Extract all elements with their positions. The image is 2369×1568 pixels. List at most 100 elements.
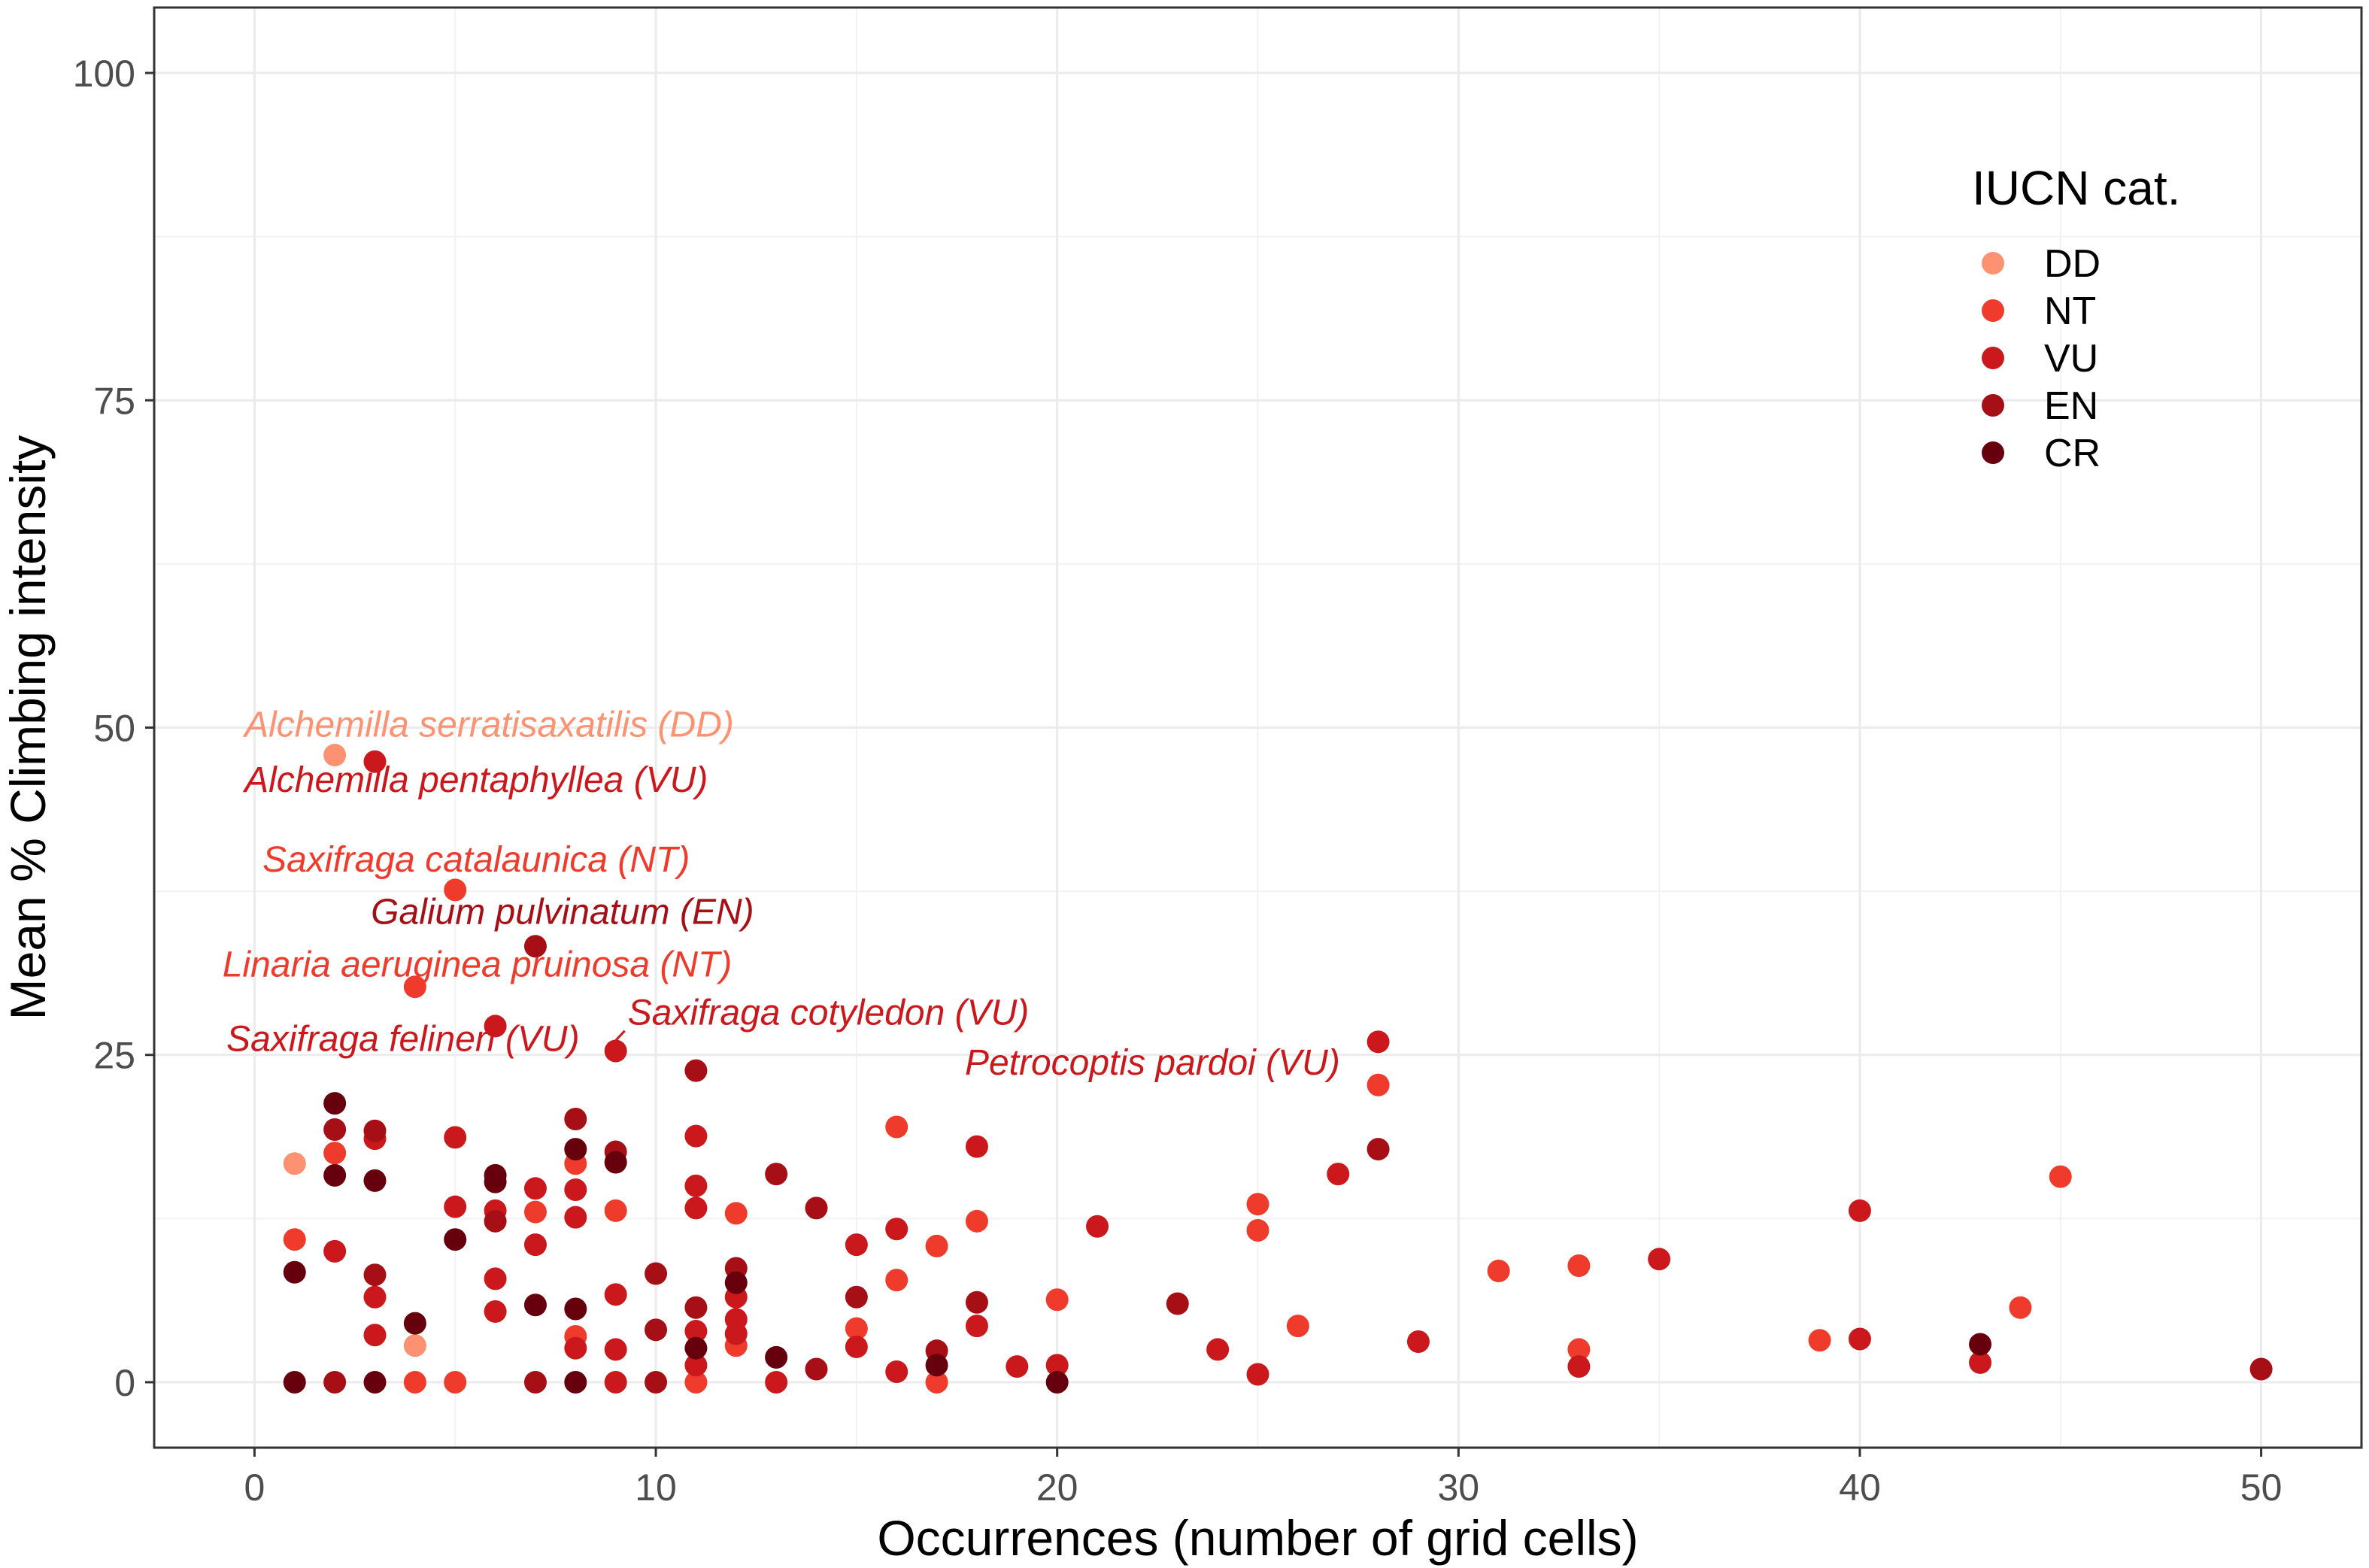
data-point-en [845,1285,868,1309]
y-tick-label: 100 [73,53,135,95]
data-point-cr [765,1345,788,1369]
data-point-vu [564,1206,587,1229]
data-point-cr [564,1297,587,1321]
annotation-label: Saxifraga felineri (VU) [226,1020,580,1060]
data-point-cr [604,1151,627,1174]
y-axis-ticks: 0 25 50 75 100 [73,53,154,1404]
annotation-label: Galium pulvinatum (EN) [371,893,754,933]
legend-label-en: EN [2044,384,2098,428]
y-tick-label: 50 [93,708,135,750]
data-point-vu [1006,1355,1029,1378]
data-point-nt [2009,1296,2032,1319]
data-point-vu [604,1370,627,1394]
annotation-label: Saxifraga catalaunica (NT) [262,840,690,880]
data-point-nt [724,1202,748,1225]
legend-label-nt: NT [2044,290,2096,333]
data-point-nt [965,1209,988,1233]
annotation-label: Alchemilla serratisaxatilis (DD) [242,705,734,745]
legend-swatch-nt [1982,299,2004,322]
data-point-vu [564,1178,587,1202]
data-point-nt [523,1200,547,1224]
data-point-en [684,1059,708,1082]
data-point-vu [484,1300,507,1323]
data-point-vu [965,1135,988,1158]
data-point-nt [845,1317,868,1340]
legend-swatch-dd [1982,252,2004,274]
x-tick-label: 40 [1839,1466,1881,1509]
data-point-en [765,1163,788,1186]
x-tick-label: 0 [244,1466,265,1509]
legend-swatch-en [1982,394,2004,417]
data-point-vu [1206,1338,1230,1361]
data-point-nt [925,1234,948,1257]
y-tick-label: 75 [93,380,135,422]
data-point-vu [363,1324,387,1347]
data-point-vu [684,1174,708,1197]
data-point-nt [885,1269,908,1292]
data-point-vu [484,1267,507,1290]
data-point-nt [444,1370,467,1394]
data-point-vu [564,1336,587,1360]
data-point-en [2249,1357,2273,1381]
data-point-nt [283,1228,306,1251]
data-point-en [323,1118,347,1141]
data-point-cr [403,1312,426,1335]
data-point-nt [1246,1193,1269,1216]
data-point-cr [1969,1333,1992,1356]
data-point-vu [604,1039,627,1063]
data-point-en [1366,1138,1390,1161]
data-point-dd [323,744,347,767]
data-point-en [363,1263,387,1287]
data-point-vu [1406,1330,1430,1353]
data-point-vu [765,1370,788,1394]
point-annotations: Alchemilla serratisaxatilis (DD) Alchemil… [223,705,1340,1083]
data-point-vu [1327,1163,1350,1186]
legend-label-dd: DD [2044,242,2101,286]
data-point-en [323,1370,347,1394]
x-tick-label: 20 [1036,1466,1078,1509]
data-point-nt [323,1142,347,1165]
data-point-en [1166,1292,1189,1315]
data-point-nt [604,1199,627,1222]
y-tick-label: 0 [114,1362,135,1404]
data-point-vu [1366,1030,1390,1054]
data-point-dd [403,1334,426,1357]
data-point-vu [363,750,387,773]
data-point-vu [885,1360,908,1384]
data-point-vu [684,1196,708,1220]
data-point-cr [564,1370,587,1394]
data-point-cr [363,1370,387,1394]
data-point-cr [564,1138,587,1161]
annotation-label: Petrocoptis pardoi (VU) [965,1043,1340,1083]
data-point-nt [925,1370,948,1394]
data-point-en [484,1209,507,1233]
data-point-vu [323,1239,347,1263]
annotation-label: Linaria aeruginea pruinosa (NT) [223,945,733,984]
data-point-en [363,1119,387,1142]
data-points [283,744,2273,1394]
data-point-nt [1567,1254,1591,1278]
data-point-vu [845,1335,868,1358]
y-axis-title: Mean % Climbing intensity [0,435,56,1021]
data-point-cr [925,1354,948,1377]
y-tick-label: 25 [93,1035,135,1077]
legend-label-cr: CR [2044,432,2101,475]
data-point-en [523,935,547,958]
data-point-nt [2049,1165,2072,1188]
data-point-cr [684,1336,708,1360]
data-point-en [523,1370,547,1394]
data-point-en [805,1357,828,1381]
data-point-en [645,1318,668,1342]
data-point-nt [1808,1329,1831,1352]
data-point-en [965,1290,988,1314]
data-point-vu [885,1218,908,1241]
data-point-cr [363,1169,387,1192]
legend-title: IUCN cat. [1972,161,2180,215]
data-point-nt [885,1115,908,1139]
data-point-nt [1366,1073,1390,1096]
data-point-vu [845,1233,868,1257]
x-tick-label: 30 [1438,1466,1480,1509]
x-tick-label: 10 [635,1466,677,1509]
data-point-vu [1246,1363,1269,1386]
data-point-vu [1969,1351,1992,1374]
